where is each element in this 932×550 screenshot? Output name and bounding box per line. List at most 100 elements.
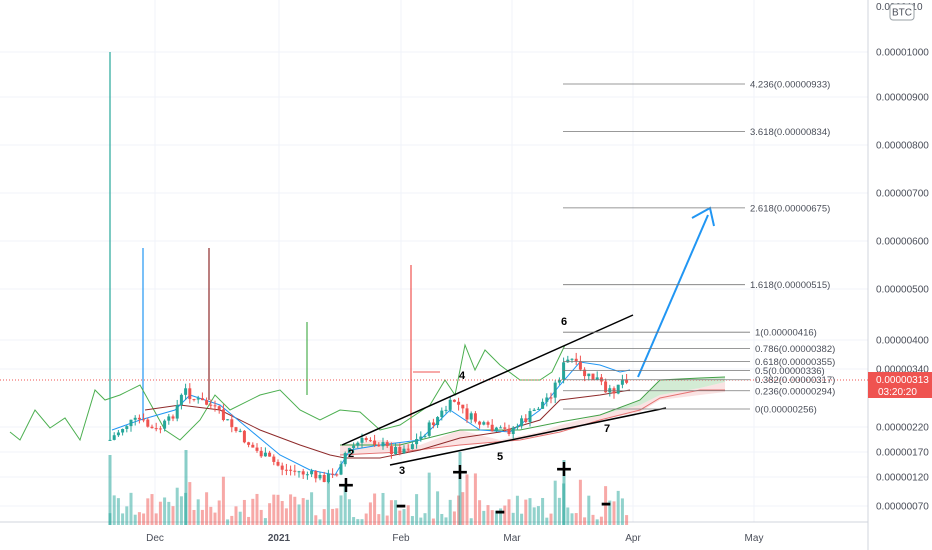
volume-bar — [251, 498, 255, 525]
wave-label: 4 — [459, 370, 466, 382]
volume-bar — [263, 518, 267, 525]
volume-bar — [402, 509, 406, 525]
candle-body — [583, 369, 587, 377]
candle-body — [528, 411, 532, 423]
candle-body — [335, 474, 339, 476]
fib-level-label: 0.786(0.00000382) — [755, 344, 835, 355]
candle-body — [347, 447, 351, 454]
candle-body — [440, 410, 444, 418]
volume-bar — [335, 508, 339, 525]
volume-bar — [116, 498, 120, 525]
volume-bar — [591, 514, 595, 525]
volume-bar — [188, 482, 192, 525]
sentiment-sign: + — [555, 457, 573, 482]
volume-bar — [415, 494, 419, 525]
last-price-value: 0.00000313 — [876, 375, 929, 386]
candle-body — [284, 469, 288, 471]
candle-body — [142, 419, 146, 421]
candle-body — [247, 442, 251, 445]
fib-level-label: 0.382(0.00000317) — [755, 375, 835, 386]
wedge-upper-line — [341, 314, 634, 446]
volume-bar — [259, 509, 263, 525]
fib-level-label: 1.618(0.00000515) — [750, 280, 830, 291]
y-tick-label: 0.00000700 — [876, 189, 929, 200]
volume-bar — [620, 498, 624, 525]
volume-bar — [469, 518, 473, 525]
target-arrow — [637, 214, 709, 378]
candle-body — [511, 427, 515, 435]
candle-body — [259, 450, 263, 457]
sentiment-sign: – — [495, 499, 506, 524]
volume-bar — [331, 508, 335, 525]
volume-bar — [284, 508, 288, 525]
volume-bar — [196, 499, 200, 525]
volume-bar — [293, 496, 297, 525]
time-axis[interactable]: Dec 2021 Feb Mar Apr May — [146, 533, 763, 544]
volume-bar — [604, 486, 608, 525]
fib-level-label: 0.236(0.00000294) — [755, 386, 835, 397]
candle-body — [625, 379, 629, 383]
candle-body — [200, 398, 204, 401]
currency-badge[interactable]: BTC — [889, 3, 915, 21]
candle-body — [272, 456, 276, 462]
candle-body — [108, 439, 112, 441]
candle-body — [377, 444, 381, 447]
candle-body — [494, 427, 498, 432]
candle-body — [457, 401, 461, 405]
candle-body — [234, 427, 238, 431]
candle-body — [343, 453, 347, 465]
volume-bar — [373, 493, 377, 525]
wave-label: 7 — [604, 423, 610, 435]
candle-body — [461, 404, 465, 409]
candle-body — [125, 426, 129, 429]
volume-bar — [436, 491, 440, 525]
x-tick-label: May — [745, 533, 764, 544]
volume-bar — [125, 506, 129, 525]
wave-label: 3 — [399, 465, 405, 477]
volume-bar — [410, 516, 414, 525]
fib-level-label: 4.236(0.00000933) — [750, 80, 830, 91]
volume-bar — [541, 497, 545, 525]
volume-bar — [595, 519, 599, 525]
candle-body — [314, 470, 318, 479]
candle-body — [133, 417, 137, 420]
volume-bar — [423, 513, 427, 525]
candle-body — [184, 388, 188, 395]
volume-bar — [167, 501, 171, 525]
volume-bar — [524, 499, 528, 525]
volume-bar — [158, 501, 162, 525]
candle-body — [356, 442, 360, 446]
x-tick-label: Mar — [503, 533, 521, 544]
volume-bar — [532, 507, 536, 525]
candle-body — [129, 419, 133, 427]
candle-body — [293, 470, 297, 472]
volume-bar — [226, 519, 230, 525]
volume-bar — [465, 474, 469, 525]
volume-bar — [150, 494, 154, 525]
candle-body — [360, 438, 364, 443]
volume-bar — [205, 492, 209, 525]
volume-bar — [163, 497, 167, 525]
volume-bar — [209, 506, 213, 525]
target-arrow-head — [691, 206, 715, 227]
candle-body — [175, 404, 179, 419]
candle-body — [385, 442, 389, 447]
lagging-span — [9, 343, 566, 442]
volume-bar — [255, 493, 259, 525]
candle-body — [515, 426, 519, 428]
volume-bar — [200, 509, 204, 525]
wave-label: 5 — [497, 451, 503, 463]
candle-body — [389, 446, 393, 455]
x-tick-label: 2021 — [268, 533, 291, 544]
candle-body — [595, 377, 599, 381]
wave-label: 6 — [561, 316, 567, 328]
price-axis[interactable]: 0.00000070 0.00000120 0.00000170 0.00000220… — [876, 2, 929, 513]
volume-bar — [276, 494, 280, 525]
volume-bar — [322, 509, 326, 525]
candle-body — [381, 442, 385, 447]
candle-body — [137, 417, 141, 420]
volume-bar — [213, 512, 217, 525]
volume-bar — [343, 485, 347, 525]
candle-body — [507, 428, 511, 435]
